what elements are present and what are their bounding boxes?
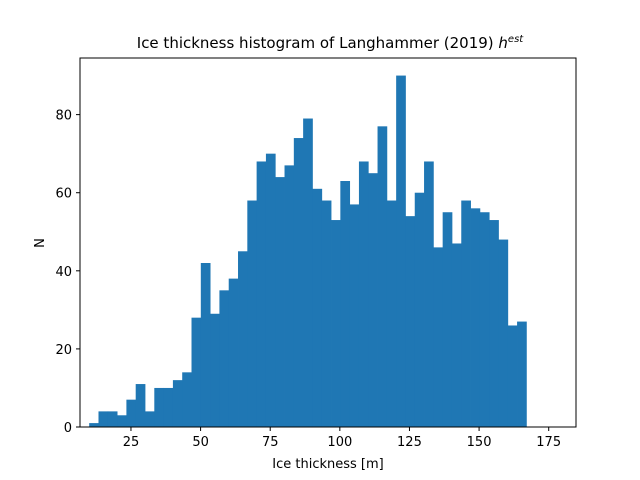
- histogram-bar: [340, 181, 351, 427]
- histogram-bar: [191, 317, 202, 427]
- histogram-bar: [451, 243, 462, 427]
- histogram-bar: [470, 208, 481, 427]
- histogram-bar: [321, 200, 332, 427]
- histogram-bar: [172, 380, 183, 427]
- histogram-bar: [228, 278, 239, 427]
- histogram-bar: [349, 204, 360, 427]
- histogram-bar: [238, 251, 248, 427]
- histogram-bar: [265, 153, 276, 427]
- y-tick-label: 40: [55, 265, 72, 280]
- y-tick-label: 20: [55, 343, 72, 358]
- histogram-bar: [154, 387, 165, 427]
- histogram-bar: [284, 165, 295, 427]
- histogram-bar: [200, 263, 211, 427]
- x-tick-label: 150: [467, 435, 492, 450]
- histogram-bar: [126, 399, 137, 427]
- histogram-bar: [275, 177, 285, 427]
- x-tick-label: 100: [327, 435, 352, 450]
- histogram-bar: [219, 290, 230, 427]
- plot-area-frame: [79, 57, 577, 428]
- x-tick-label: 75: [262, 435, 279, 450]
- chart-title-text: Ice thickness histogram of Langhammer (2…: [137, 34, 499, 52]
- histogram-bar: [433, 247, 444, 427]
- histogram-bar: [498, 239, 509, 427]
- x-axis-label: Ice thickness [m]: [272, 457, 383, 472]
- chart-title-math-sup: est: [508, 34, 524, 45]
- histogram-bar: [517, 321, 527, 427]
- histogram-bar: [489, 220, 499, 427]
- histogram-bar: [98, 411, 109, 427]
- y-axis-ticks: 0 20 40 60 80: [55, 109, 80, 436]
- y-tick-label: 60: [55, 187, 72, 202]
- chart-title: Ice thickness histogram of Langhammer (2…: [137, 34, 525, 52]
- histogram-bar: [377, 126, 388, 427]
- x-tick-label: 175: [536, 435, 561, 450]
- y-tick-label: 80: [55, 109, 72, 124]
- histogram-bar: [331, 220, 341, 427]
- x-tick-label: 50: [192, 435, 209, 450]
- histogram-bar: [414, 192, 425, 427]
- histogram-bar: [479, 212, 490, 427]
- histogram-bar: [293, 138, 304, 428]
- histogram-bar: [182, 372, 192, 427]
- chart-title-math-base: h: [498, 34, 508, 52]
- histogram-bar: [107, 411, 118, 427]
- histogram-bar: [135, 384, 146, 427]
- histogram-bar: [163, 387, 174, 427]
- histogram-bar: [507, 325, 518, 427]
- histogram-bar: [145, 411, 155, 427]
- histogram-bar: [303, 118, 313, 428]
- x-axis-ticks: 25 50 75 100 125 150 175: [123, 427, 561, 450]
- histogram-bar: [368, 173, 378, 427]
- histogram-bar: [461, 200, 471, 427]
- y-tick-label: 0: [64, 421, 72, 436]
- y-axis-label: N: [33, 238, 48, 248]
- histogram-bar: [247, 200, 258, 427]
- x-tick-label: 25: [123, 435, 140, 450]
- histogram-bar: [358, 161, 369, 427]
- histogram-bar: [256, 161, 267, 427]
- histogram-bar: [117, 415, 127, 427]
- x-tick-label: 125: [397, 435, 422, 450]
- histogram-bar: [386, 200, 397, 427]
- histogram-bar: [312, 188, 323, 427]
- histogram-bars: [89, 75, 527, 428]
- histogram-bar: [405, 216, 416, 427]
- histogram-bar: [89, 423, 99, 427]
- histogram-bar: [424, 161, 434, 427]
- histogram-bar: [396, 75, 406, 428]
- histogram-bar: [210, 313, 220, 427]
- histogram-bar: [442, 212, 453, 427]
